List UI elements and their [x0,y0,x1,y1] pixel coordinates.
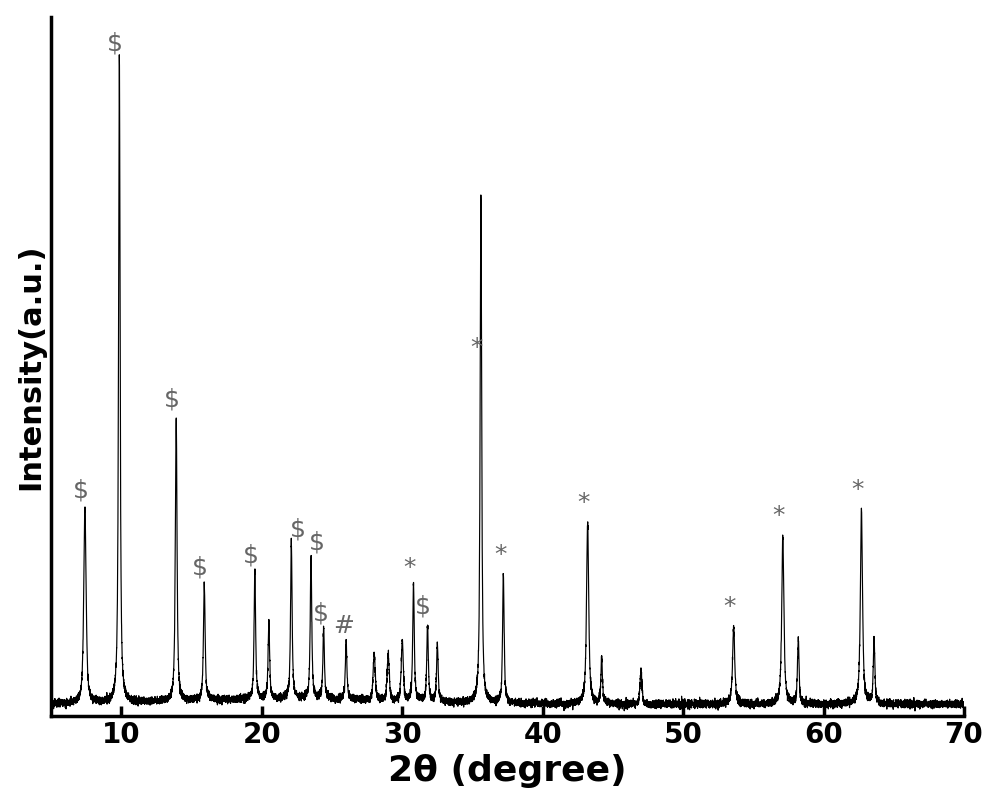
Text: *: * [723,595,736,619]
Text: #: # [333,614,354,638]
Text: $: $ [164,388,180,411]
Text: *: * [494,543,507,567]
Text: *: * [471,336,483,360]
Text: $: $ [313,601,329,625]
Text: $: $ [106,31,122,56]
Text: *: * [403,556,415,580]
Text: $: $ [243,543,259,567]
Text: $: $ [73,478,89,502]
Text: *: * [772,504,785,528]
Text: $: $ [290,517,306,541]
Text: $: $ [415,595,431,619]
Text: $: $ [192,556,208,580]
Y-axis label: Intensity(a.u.): Intensity(a.u.) [17,243,46,489]
Text: $: $ [309,530,325,554]
X-axis label: 2θ (degree): 2θ (degree) [388,754,627,788]
Text: *: * [851,478,863,502]
Text: *: * [577,491,590,515]
